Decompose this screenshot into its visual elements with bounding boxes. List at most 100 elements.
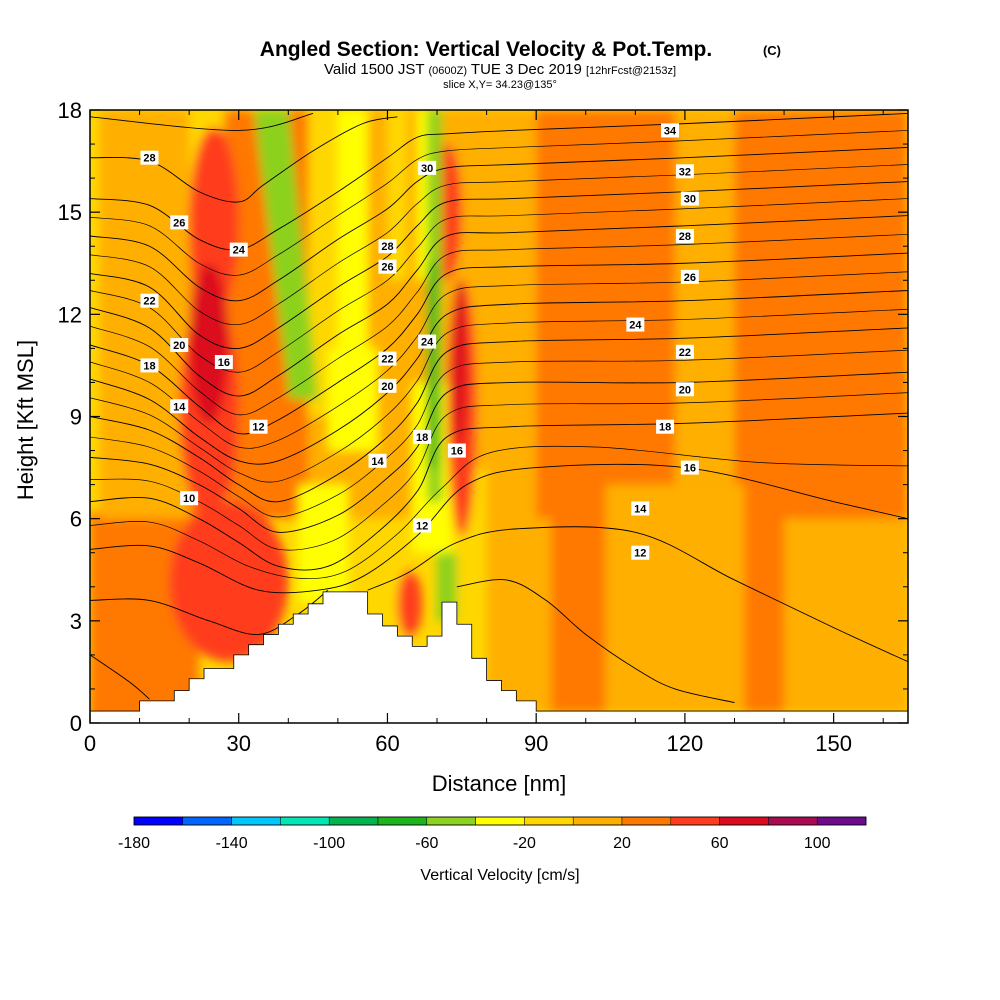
contour-label: 10 bbox=[180, 491, 199, 506]
colorbar-tick-label: 60 bbox=[711, 835, 729, 852]
contour-label-bg bbox=[675, 344, 694, 359]
valid-utc: (0600Z) bbox=[428, 65, 467, 77]
theta-contour bbox=[90, 327, 908, 503]
contour-label-text: 18 bbox=[143, 360, 155, 372]
x-tick-label: 30 bbox=[226, 731, 250, 756]
contour-label-text: 28 bbox=[679, 231, 691, 243]
contour-label-text: 12 bbox=[416, 520, 428, 532]
theta-contour bbox=[90, 271, 908, 449]
contour-label: 24 bbox=[229, 242, 248, 257]
y-tick-label: 12 bbox=[58, 302, 82, 327]
colorbar-swatch bbox=[621, 816, 672, 826]
field-cell bbox=[189, 263, 229, 424]
colorbar-swatch bbox=[133, 816, 184, 826]
potential-temperature-contours bbox=[90, 112, 908, 704]
contour-label: 16 bbox=[447, 443, 466, 458]
field-cell bbox=[551, 110, 606, 713]
theta-contour bbox=[90, 589, 329, 635]
field-cell bbox=[427, 263, 438, 468]
contour-label: 26 bbox=[378, 259, 397, 274]
x-tick-label: 120 bbox=[667, 731, 704, 756]
y-tick-label: 15 bbox=[58, 200, 82, 225]
colorbar-frame bbox=[133, 816, 867, 826]
field-cell bbox=[784, 518, 908, 713]
contour-label-bg bbox=[447, 443, 466, 458]
contour-label-text: 14 bbox=[173, 401, 186, 413]
field-cell bbox=[744, 399, 785, 713]
field-cell bbox=[625, 110, 666, 417]
contour-label-text: 26 bbox=[173, 217, 185, 229]
contour-label: 22 bbox=[675, 344, 694, 359]
contour-label-bg bbox=[418, 160, 437, 175]
theta-contour bbox=[90, 181, 908, 349]
contour-label: 16 bbox=[214, 355, 233, 370]
slice-info: slice X,Y= 34.23@135° bbox=[443, 79, 557, 91]
contour-label-bg bbox=[378, 351, 397, 366]
contour-label: 18 bbox=[656, 419, 675, 434]
colorbar-tick-label: -180 bbox=[118, 835, 150, 852]
colorbar: -180 -140 -100 -60 -20 20 60 100 bbox=[118, 816, 867, 852]
theta-contour bbox=[90, 112, 908, 251]
contour-label-text: 20 bbox=[381, 381, 393, 393]
contour-label: 14 bbox=[368, 453, 387, 468]
contour-label-text: 32 bbox=[679, 166, 691, 178]
theta-contour bbox=[90, 252, 908, 435]
contour-label-text: 22 bbox=[679, 347, 691, 359]
contour-label-text: 30 bbox=[421, 163, 433, 175]
vertical-velocity-field bbox=[90, 110, 908, 723]
theta-contour bbox=[90, 112, 314, 131]
contour-label-text: 12 bbox=[634, 548, 646, 560]
contour-label: 20 bbox=[378, 378, 397, 393]
contour-label-bg bbox=[170, 337, 189, 352]
contour-label-text: 14 bbox=[371, 456, 384, 468]
colorbar-tick-label: 20 bbox=[613, 835, 631, 852]
contour-label-text: 34 bbox=[664, 125, 677, 137]
contour-label: 22 bbox=[140, 293, 159, 308]
contour-label-bg bbox=[656, 419, 675, 434]
y-tick-label: 6 bbox=[70, 507, 82, 532]
contour-label-bg bbox=[680, 191, 699, 206]
x-tick-label: 150 bbox=[815, 731, 852, 756]
colorbar-swatch bbox=[328, 816, 379, 826]
theta-contour bbox=[90, 412, 908, 571]
y-tick-label: 0 bbox=[70, 711, 82, 736]
colorbar-swatch bbox=[768, 816, 818, 826]
field-cell bbox=[397, 569, 423, 638]
contour-label-text: 30 bbox=[684, 194, 696, 206]
contour-label: 12 bbox=[413, 518, 432, 533]
contour-label: 30 bbox=[680, 191, 699, 206]
colorbar-swatch bbox=[670, 816, 720, 826]
theta-contour bbox=[90, 308, 908, 483]
contour-label-bg bbox=[675, 382, 694, 397]
colorbar-swatch bbox=[231, 816, 281, 826]
contour-label-bg bbox=[170, 399, 189, 414]
terrain bbox=[90, 591, 908, 723]
contour-label: 26 bbox=[680, 269, 699, 284]
contour-label-text: 20 bbox=[173, 340, 185, 352]
contour-label: 14 bbox=[170, 399, 189, 414]
contour-label-bg bbox=[180, 491, 199, 506]
theta-contour bbox=[90, 215, 908, 397]
contour-label-text: 16 bbox=[684, 463, 696, 475]
colorbar-swatch bbox=[524, 816, 574, 826]
field-cell bbox=[169, 501, 289, 662]
contour-label: 12 bbox=[249, 419, 268, 434]
colorbar-swatch bbox=[182, 816, 232, 826]
plot-area: 34 32 30 28 26 24 22 20 18 16 14 12 28 26 24 22 20 18 16 14… bbox=[90, 110, 908, 723]
contour-label-bg bbox=[631, 545, 650, 560]
x-tick-label: 0 bbox=[84, 731, 96, 756]
colorbar-swatch bbox=[377, 816, 428, 826]
contour-label: 34 bbox=[661, 123, 680, 138]
chart-title: Angled Section: Vertical Velocity & Pot.… bbox=[260, 38, 781, 61]
theta-contour bbox=[90, 198, 908, 373]
theta-contour bbox=[90, 392, 908, 551]
theta-contour bbox=[367, 526, 908, 663]
valid-date: TUE 3 Dec 2019 bbox=[471, 61, 582, 78]
x-axis-label: Distance [nm] bbox=[432, 771, 567, 796]
field-cell bbox=[605, 484, 745, 713]
theta-contour bbox=[90, 130, 908, 276]
contour-label: 18 bbox=[140, 358, 159, 373]
theta-contour bbox=[90, 463, 908, 594]
contour-label-text: 22 bbox=[143, 296, 155, 308]
